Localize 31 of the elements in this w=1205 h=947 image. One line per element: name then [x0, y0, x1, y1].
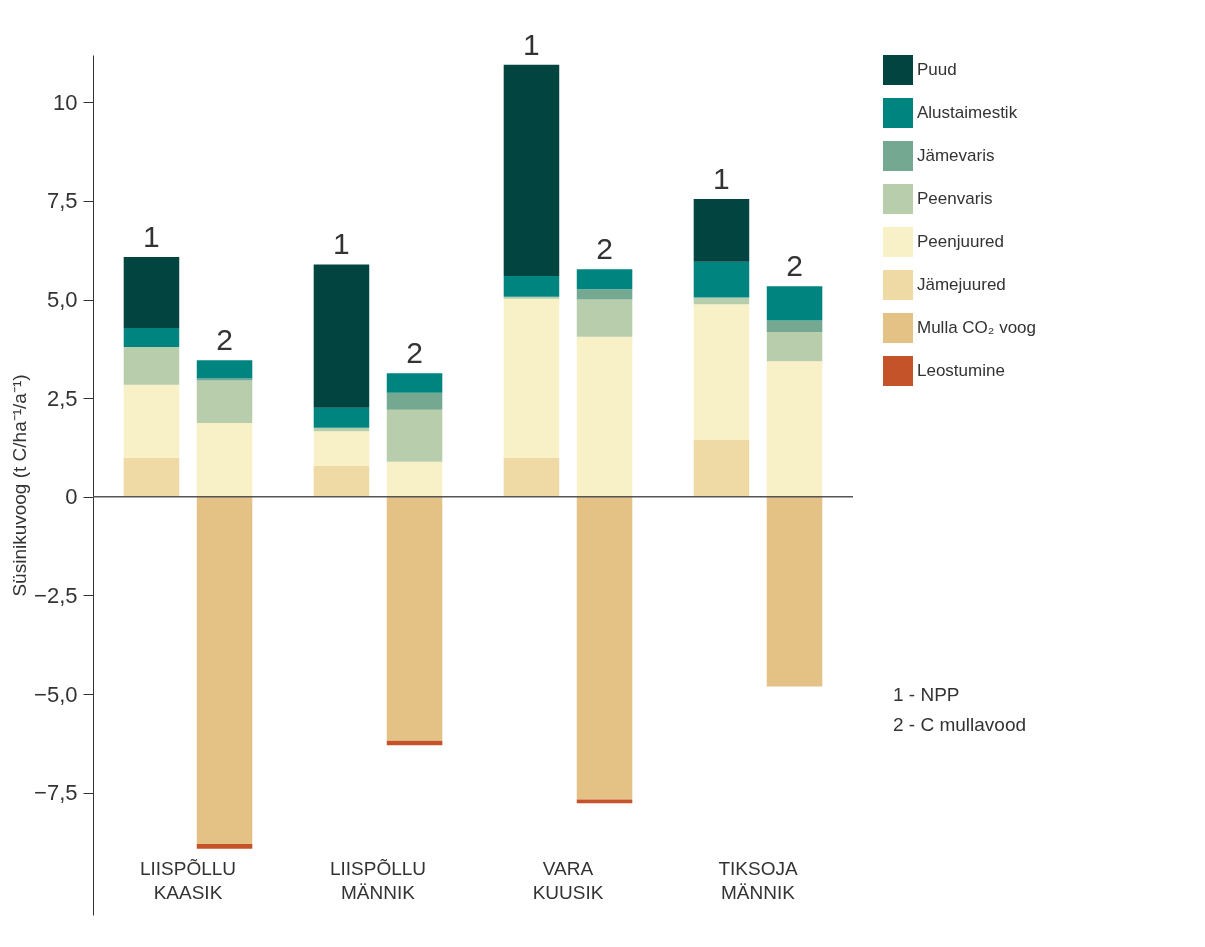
legend-label: Alustaimestik	[917, 103, 1018, 122]
x-tick-label: 2	[216, 323, 233, 357]
annotation: LIISPÕLLU KAASIK	[139, 858, 237, 903]
y-tick-label: −7,5	[34, 780, 78, 806]
x-tick-label: 1	[523, 27, 540, 61]
x-tick-label: 1	[713, 161, 730, 195]
y-tick-label: 0	[65, 484, 78, 510]
text: 1 - NPP	[893, 684, 960, 705]
x-tick-label: 1	[333, 227, 350, 261]
text: 2 - C mullavood	[893, 714, 1027, 735]
y-axis-title: Süsinikuvoog (t C/ha⁻¹/a⁻¹)	[9, 374, 31, 597]
x-tick-label: 2	[786, 249, 803, 283]
annotation: VARA KUUSIK	[532, 858, 604, 903]
legend-label: Mulla CO₂ voog	[917, 318, 1037, 337]
y-tick-label: 7,5	[46, 188, 78, 214]
legend-label: Jämevaris	[917, 146, 995, 165]
legend-label: Peenjuured	[917, 232, 1004, 251]
x-tick-label: 1	[143, 219, 160, 253]
y-tick-label: 5,0	[46, 287, 78, 313]
x-tick-label: 2	[406, 336, 423, 370]
annotation: TIKSOJA MÄNNIK	[718, 858, 798, 903]
annotation: LIISPÕLLU MÄNNIK	[329, 858, 427, 903]
y-tick-label: −2,5	[34, 582, 78, 608]
legend-label: Peenvaris	[917, 189, 993, 208]
y-tick-label: 10	[53, 89, 78, 115]
legend-label: Jämejuured	[917, 275, 1006, 294]
legend-label: Leostumine	[917, 361, 1005, 380]
legend-label: Puud	[917, 60, 957, 79]
y-tick-label: −5,0	[34, 681, 78, 707]
x-tick-label: 2	[596, 232, 613, 266]
y-tick-label: 2,5	[46, 385, 78, 411]
